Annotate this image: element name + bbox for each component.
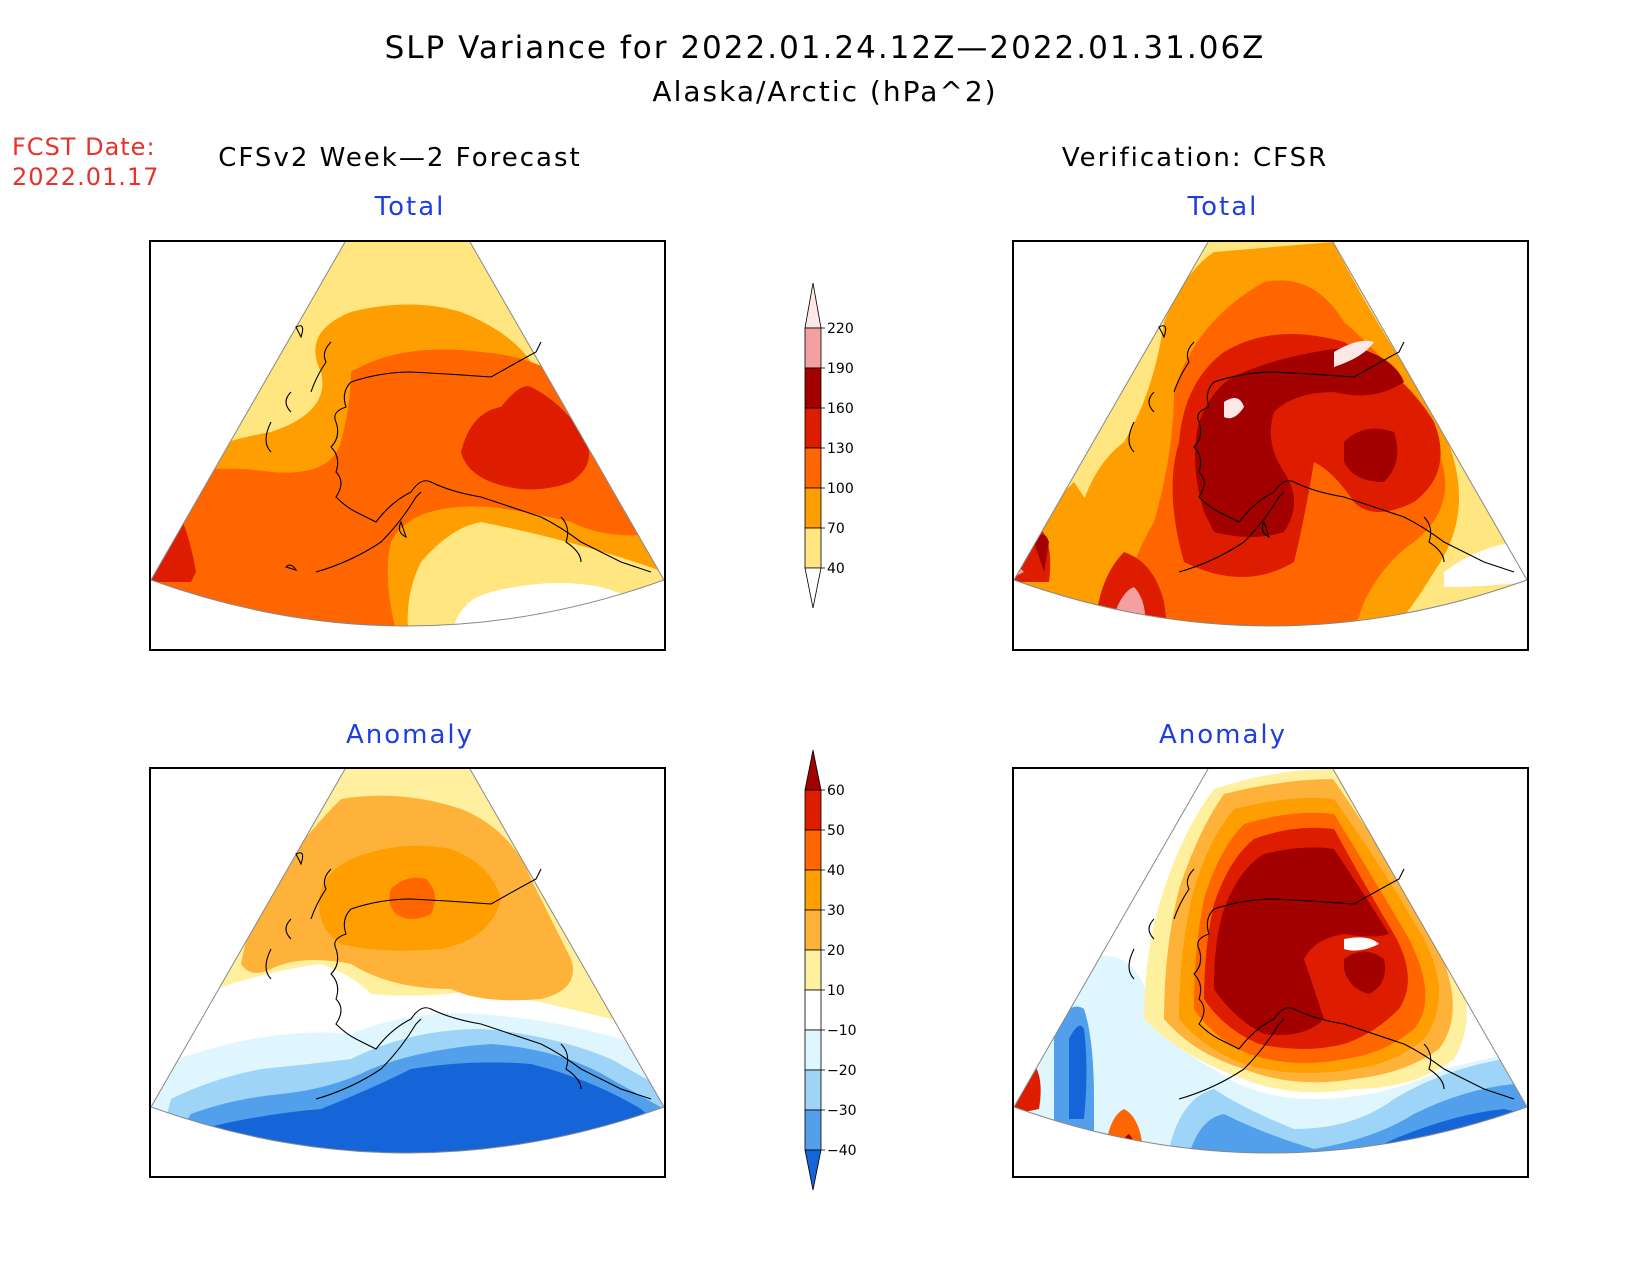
contour-west-red bbox=[1014, 1064, 1041, 1114]
colorbar-anomaly-swatch-6 bbox=[804, 989, 822, 1031]
colorbar-anomaly-swatch-4 bbox=[804, 909, 822, 951]
panel-title-verification-anomaly: Anomaly bbox=[1158, 720, 1288, 750]
subtitle: Alaska/Arctic (hPa^2) bbox=[652, 75, 998, 108]
sector-outline bbox=[1014, 769, 1527, 1154]
contour-160-190 bbox=[1195, 347, 1404, 537]
colorbar-total-swatch-1 bbox=[804, 327, 822, 369]
contour-130-160-east bbox=[461, 386, 589, 490]
colorbar-anomaly-label: 50 bbox=[827, 823, 845, 839]
contour-above-220 bbox=[1334, 340, 1374, 367]
map-verification-anomaly bbox=[1012, 767, 1529, 1178]
colorbar-anomaly-label: 30 bbox=[827, 903, 845, 919]
coastline bbox=[1128, 868, 1515, 1100]
coastline bbox=[265, 325, 652, 573]
map-verification-total bbox=[1012, 240, 1529, 651]
colorbar-total-label: 130 bbox=[827, 441, 854, 457]
colorbar-total-swatch-2 bbox=[804, 367, 822, 409]
contour-above-60-east bbox=[1344, 951, 1385, 994]
fcst-date-label: FCST Date: bbox=[12, 133, 156, 161]
colorbar-total-label: 220 bbox=[827, 321, 854, 337]
sector-outline bbox=[151, 242, 664, 627]
colorbar-total-swatch-0 bbox=[804, 283, 822, 329]
contour-40-50 bbox=[389, 877, 435, 919]
colorbar-total-label: 160 bbox=[827, 401, 854, 417]
contour-160-190-east bbox=[1344, 428, 1398, 482]
fcst-date: FCST Date: 2022.01.17 bbox=[12, 132, 159, 192]
sector-outline bbox=[151, 769, 664, 1154]
colorbar-anomaly-label: 60 bbox=[827, 783, 845, 799]
colorbar-anomaly-swatch-2 bbox=[804, 829, 822, 871]
colorbar-anomaly-swatch-5 bbox=[804, 949, 822, 991]
colorbar-total-swatch-3 bbox=[804, 407, 822, 449]
map-forecast-total bbox=[149, 240, 666, 651]
coastline bbox=[265, 852, 652, 1100]
colorbar-total-label: 100 bbox=[827, 481, 854, 497]
panel-title-verification-total: Total bbox=[1187, 192, 1259, 222]
contour-above-60 bbox=[1214, 847, 1389, 1035]
colorbar-anomaly-label: −30 bbox=[827, 1103, 857, 1119]
column-header-verification: Verification: CFSR bbox=[1061, 143, 1329, 173]
main-title: SLP Variance for 2022.01.24.12Z—2022.01.… bbox=[384, 30, 1266, 66]
contour-below-40 bbox=[1444, 542, 1527, 587]
colorbar-anomaly-label: −40 bbox=[827, 1143, 857, 1159]
colorbar-anomaly-label: −10 bbox=[827, 1023, 857, 1039]
contour-below-minus40 bbox=[1234, 1109, 1527, 1153]
sector-outline bbox=[1014, 242, 1527, 627]
contour-above-220-west bbox=[1224, 398, 1244, 419]
colorbar-total-label: 40 bbox=[827, 561, 845, 577]
colorbar-total-label: 190 bbox=[827, 361, 854, 377]
colorbar-anomaly-swatch-7 bbox=[804, 1029, 822, 1071]
colorbar-anomaly-swatch-3 bbox=[804, 869, 822, 911]
colorbar-total-swatch-5 bbox=[804, 487, 822, 529]
colorbar-anomaly-label: 10 bbox=[827, 983, 845, 999]
colorbar-anomaly-label: −20 bbox=[827, 1063, 857, 1079]
colorbar-total-swatch-7 bbox=[804, 567, 822, 609]
coastline bbox=[1128, 325, 1515, 573]
colorbar-anomaly-label: 40 bbox=[827, 863, 845, 879]
colorbar-total: 220 190 160 130 100 70 40 bbox=[804, 283, 854, 609]
colorbar-anomaly-swatch-8 bbox=[804, 1069, 822, 1111]
fcst-date-value: 2022.01.17 bbox=[12, 163, 160, 191]
colorbar-total-label: 70 bbox=[827, 521, 845, 537]
colorbar-anomaly-swatch-10 bbox=[804, 1149, 822, 1191]
colorbar-anomaly-swatch-9 bbox=[804, 1109, 822, 1151]
colorbar-anomaly-swatch-1 bbox=[804, 789, 822, 831]
panel-title-forecast-anomaly: Anomaly bbox=[345, 720, 475, 750]
panel-title-forecast-total: Total bbox=[374, 192, 446, 222]
colorbar-total-swatch-6 bbox=[804, 527, 822, 569]
colorbar-total-swatch-4 bbox=[804, 447, 822, 489]
contour-minus30-minus40 bbox=[1184, 1084, 1527, 1153]
colorbar-anomaly-swatch-0 bbox=[804, 750, 822, 791]
colorbar-anomaly: 60 50 40 30 20 10 −10 −20 −30 −40 bbox=[804, 750, 857, 1191]
column-header-forecast: CFSv2 Week—2 Forecast bbox=[218, 143, 582, 173]
map-forecast-anomaly bbox=[149, 767, 666, 1178]
colorbar-anomaly-label: 20 bbox=[827, 943, 845, 959]
